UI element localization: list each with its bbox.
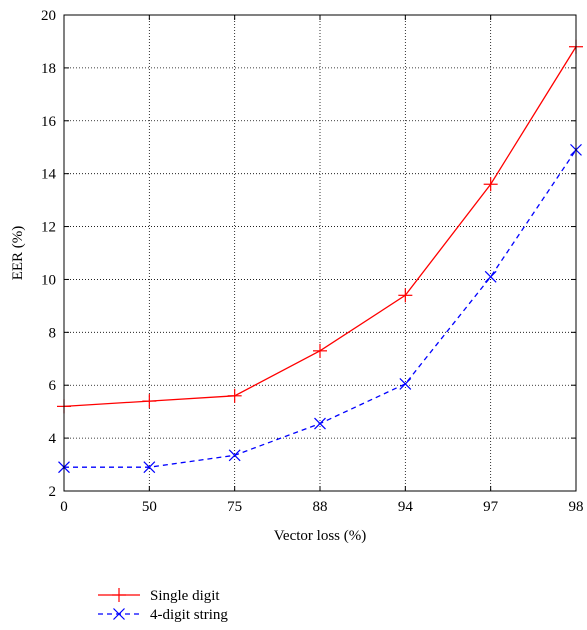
data-point-marker	[398, 288, 413, 303]
legend: Single digit 4-digit string	[98, 588, 228, 623]
x-tick-label: 98	[569, 499, 584, 515]
grid-lines	[64, 15, 576, 491]
legend-label-0: Single digit	[150, 588, 220, 604]
data-point-marker	[143, 461, 156, 474]
y-tick-label: 18	[41, 61, 56, 77]
x-tick-label: 97	[483, 499, 499, 515]
data-point-marker	[484, 270, 497, 283]
y-tick-label: 6	[49, 378, 57, 394]
x-axis-title: Vector loss (%)	[274, 528, 366, 544]
tick-layer: 0 50 75 88 94 97 98 2 4 6 8 10 12 14 16 18 20	[41, 8, 584, 515]
legend-marker-0	[112, 588, 126, 602]
y-tick-label: 2	[49, 484, 57, 500]
y-axis-title: EER (%)	[10, 226, 26, 281]
data-point-marker	[227, 388, 242, 403]
y-tick-label: 10	[41, 272, 56, 288]
y-tick-label: 14	[41, 167, 57, 183]
data-point-marker	[483, 177, 498, 192]
data-point-marker	[314, 417, 326, 430]
x-tick-label: 0	[60, 499, 68, 515]
series-line-1	[64, 149, 577, 468]
data-point-marker	[142, 394, 157, 409]
y-tick-label: 4	[49, 431, 57, 447]
data-point-marker	[313, 343, 327, 358]
x-tick-label: 88	[313, 499, 328, 515]
x-tick-label: 94	[398, 499, 414, 515]
y-tick-label: 12	[41, 220, 56, 236]
y-tick-label: 20	[41, 8, 56, 24]
y-tick-label: 16	[41, 114, 57, 130]
series-layer	[57, 39, 583, 474]
data-point-marker	[399, 377, 412, 390]
y-tick-label: 8	[49, 325, 57, 341]
x-tick-label: 50	[142, 499, 157, 515]
legend-marker-1	[113, 608, 125, 620]
x-tick-label: 75	[227, 499, 242, 515]
legend-label-1: 4-digit string	[150, 607, 228, 623]
data-point-marker	[228, 449, 241, 462]
